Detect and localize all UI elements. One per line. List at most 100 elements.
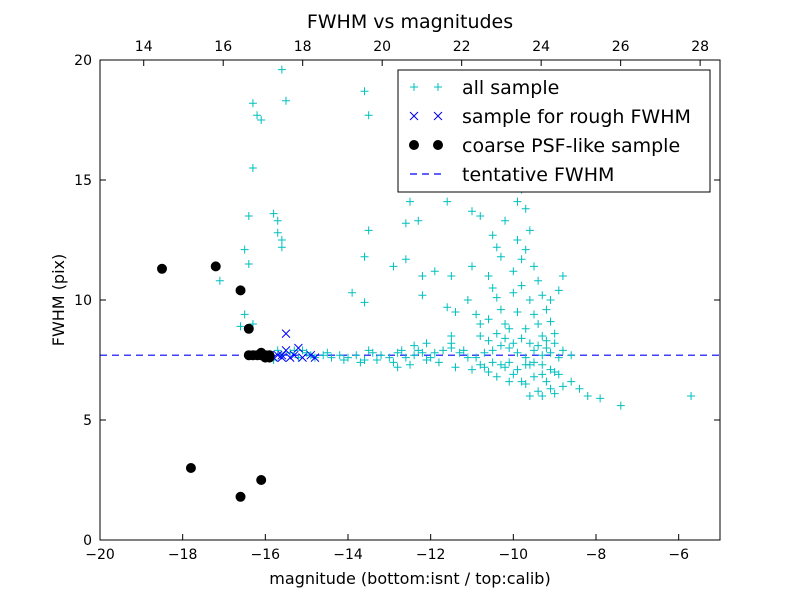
all-sample-point [554, 370, 563, 379]
all-sample-point [496, 341, 505, 350]
all-sample-point [344, 353, 352, 362]
plot-area [100, 65, 720, 502]
all-sample-point [368, 348, 377, 357]
all-sample-point [525, 392, 534, 400]
all-sample-point [488, 284, 497, 292]
all-sample-point [538, 291, 547, 300]
all-sample-point [542, 377, 551, 386]
all-sample-point [509, 267, 518, 276]
all-sample-point [480, 348, 489, 357]
all-sample-point [513, 348, 522, 357]
all-sample-point [244, 260, 253, 268]
all-sample-point [567, 377, 576, 386]
y-tick-label: 20 [74, 53, 92, 69]
all-sample-point [277, 236, 286, 244]
coarse-psf-point [256, 475, 267, 485]
all-sample-point [286, 348, 295, 357]
legend: all sample sample for rough FWHM coarse PS… [397, 69, 711, 193]
all-sample-point [240, 310, 249, 319]
all-sample-point [364, 111, 373, 120]
all-sample-point [501, 363, 510, 372]
all-sample-point [484, 272, 493, 280]
all-sample-point [248, 99, 257, 108]
all-sample-point [385, 353, 394, 362]
x-tick-label: −20 [85, 547, 115, 563]
all-sample-point [476, 320, 485, 328]
all-sample-point [492, 372, 501, 381]
all-sample-point [372, 356, 381, 364]
all-sample-point [422, 356, 431, 364]
rough-fwhm-point [306, 350, 316, 360]
all-sample-point [488, 346, 497, 355]
all-sample-point [269, 209, 278, 218]
all-sample-point [401, 255, 410, 264]
all-sample-point [360, 356, 369, 364]
all-sample-point [459, 346, 468, 355]
all-sample-point [513, 365, 522, 374]
coarse-psf-point [235, 491, 246, 502]
all-sample-point [443, 197, 452, 206]
all-sample-point [546, 348, 555, 357]
all-sample-point [488, 358, 497, 367]
all-sample-point [513, 236, 522, 244]
coarse-psf-point [243, 323, 254, 334]
y-tick-label: 5 [83, 413, 92, 429]
x-tick-label: −16 [251, 547, 281, 563]
x-tick-label: −14 [333, 547, 363, 563]
all-sample-point [468, 207, 476, 216]
y-tick-label: 10 [74, 293, 92, 309]
all-sample-point [244, 212, 253, 220]
legend-box [397, 69, 711, 193]
all-sample-point [550, 329, 559, 338]
all-sample-point [538, 370, 547, 379]
all-sample-point [517, 377, 526, 386]
all-sample-point [521, 380, 530, 388]
all-sample-point [447, 339, 456, 348]
legend-marker [434, 83, 442, 91]
all-sample-point [492, 329, 501, 338]
series-circle [157, 261, 275, 502]
all-sample-point [418, 272, 427, 280]
all-sample-point [451, 363, 460, 372]
x-tick-label: −8 [586, 547, 607, 563]
all-sample-point [538, 360, 547, 369]
all-sample-point [496, 252, 505, 261]
all-sample-point [298, 346, 307, 355]
all-sample-point [447, 332, 456, 340]
all-sample-point [273, 346, 282, 355]
all-sample-point [575, 384, 584, 393]
legend-label: all sample [462, 77, 559, 99]
all-sample-point [401, 353, 410, 362]
all-sample-point [468, 262, 476, 271]
all-sample-point [410, 341, 419, 350]
all-sample-point [476, 332, 485, 340]
all-sample-point [517, 255, 526, 264]
y-axis-label: FWHM (pix) [49, 254, 68, 347]
legend-item: sample for rough FWHM [409, 106, 691, 128]
all-sample-point [422, 339, 431, 348]
coarse-psf-point [235, 285, 246, 296]
all-sample-point [509, 370, 518, 379]
all-sample-point [505, 324, 514, 333]
all-sample-point [525, 296, 534, 304]
legend-item: all sample [410, 77, 559, 99]
legend-marker [433, 140, 443, 150]
all-sample-point [546, 296, 555, 304]
all-sample-point [414, 346, 423, 355]
all-sample-point [253, 111, 262, 120]
rough-fwhm-point [277, 353, 287, 362]
legend-marker [433, 111, 443, 121]
all-sample-point [567, 351, 576, 360]
all-sample-point [509, 288, 518, 297]
all-sample-point [583, 392, 592, 400]
all-sample-point [236, 322, 245, 331]
all-sample-point [509, 339, 518, 348]
all-sample-point [335, 351, 344, 360]
all-sample-point [501, 216, 510, 225]
all-sample-point [463, 296, 472, 304]
all-sample-point [294, 353, 303, 362]
all-sample-point [546, 365, 555, 374]
rough-fwhm-point [310, 353, 320, 362]
